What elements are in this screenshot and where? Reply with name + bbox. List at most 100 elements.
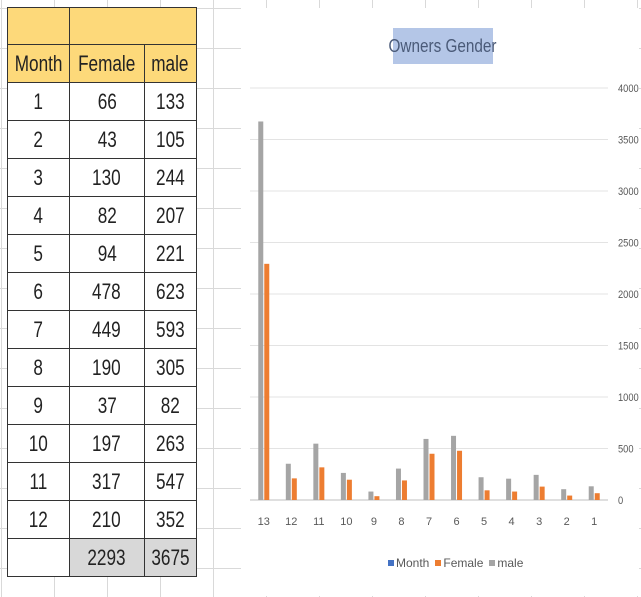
bar-female xyxy=(319,467,325,500)
chart-title[interactable]: Owners Gender xyxy=(389,28,497,64)
bar-female xyxy=(594,493,600,500)
x-tick-label: 3 xyxy=(536,516,542,528)
table-cell[interactable]: 197 xyxy=(69,424,145,463)
header-row: Month Female male xyxy=(6,44,197,83)
table-cell[interactable]: 2 xyxy=(6,120,71,159)
table-row: 9 37 82 xyxy=(6,386,197,425)
table-cell[interactable]: 244 xyxy=(143,158,197,197)
bar-male xyxy=(258,121,264,500)
y-tick-label: 3000 xyxy=(618,186,639,198)
y-tick-label: 2000 xyxy=(618,289,639,301)
table-cell[interactable]: 593 xyxy=(143,310,197,349)
table-cell[interactable]: 43 xyxy=(69,120,145,159)
table-row: 4 82 207 xyxy=(6,196,197,235)
bar-male xyxy=(506,478,512,500)
table-cell[interactable]: 221 xyxy=(143,234,197,273)
table-cell[interactable]: 130 xyxy=(69,158,145,197)
bar-female xyxy=(567,495,573,500)
chart-area[interactable] xyxy=(241,8,639,596)
column-header-month[interactable]: Month xyxy=(6,44,71,83)
legend-label: Month xyxy=(396,556,430,570)
y-tick-label: 3500 xyxy=(618,135,639,147)
x-tick-label: 12 xyxy=(285,516,297,528)
table-cell[interactable]: 7 xyxy=(6,310,71,349)
table-cell[interactable]: 317 xyxy=(69,462,145,501)
bar-female xyxy=(264,263,270,500)
column-header-male[interactable]: male xyxy=(143,44,197,83)
total-cell[interactable]: 2293 xyxy=(69,538,145,577)
x-tick-label: 11 xyxy=(313,516,324,528)
x-tick-label: 1 xyxy=(591,516,597,528)
table-row: 10 197 263 xyxy=(6,424,197,463)
table-cell[interactable]: 3 xyxy=(6,158,71,197)
table-cell[interactable]: 37 xyxy=(69,386,145,425)
bar-female xyxy=(429,453,435,500)
table-cell[interactable]: 1 xyxy=(6,82,71,121)
bar-male xyxy=(313,443,319,500)
bar-male xyxy=(285,463,291,500)
y-tick-label: 1000 xyxy=(618,392,639,404)
bar-female xyxy=(457,450,463,500)
table-cell[interactable]: 82 xyxy=(143,386,197,425)
legend-swatch xyxy=(435,560,442,566)
legend-label: male xyxy=(497,556,524,570)
bar-female xyxy=(539,486,545,500)
table-cell[interactable]: 8 xyxy=(6,348,71,387)
table-row: 11 317 547 xyxy=(6,462,197,501)
table-row: 6 478 623 xyxy=(6,272,197,311)
table-cell[interactable]: 6 xyxy=(6,272,71,311)
legend-item-male[interactable]: male xyxy=(489,556,523,570)
table-cell[interactable]: 207 xyxy=(143,196,197,235)
bar-female xyxy=(512,491,518,500)
totals-row: 2293 3675 xyxy=(6,538,197,577)
bar-female xyxy=(401,480,407,500)
y-tick-label: 1500 xyxy=(618,341,639,353)
y-tick-label: 4000 xyxy=(618,83,639,95)
y-tick-label: 2500 xyxy=(618,238,639,250)
table-cell[interactable]: 4 xyxy=(6,196,71,235)
x-tick-label: 4 xyxy=(509,516,515,528)
x-tick-label: 13 xyxy=(258,516,270,528)
table-cell[interactable] xyxy=(6,538,71,577)
table-cell[interactable]: 94 xyxy=(69,234,145,273)
column-header-female[interactable]: Female xyxy=(69,44,145,83)
y-tick-label: 500 xyxy=(618,444,634,456)
bar-female xyxy=(291,478,297,500)
bar-male xyxy=(561,489,567,500)
table-cell[interactable] xyxy=(6,7,71,45)
legend-item-female[interactable]: Female xyxy=(435,556,483,570)
table-cell[interactable]: 133 xyxy=(143,82,197,121)
x-tick-label: 7 xyxy=(426,516,432,528)
legend-swatch xyxy=(388,560,394,566)
bar-female xyxy=(346,479,352,500)
x-tick-label: 10 xyxy=(340,516,352,528)
y-tick-label: 0 xyxy=(618,495,623,507)
table-cell[interactable]: 547 xyxy=(143,462,197,501)
bar-male xyxy=(588,486,594,500)
table-row: 3 130 244 xyxy=(6,158,197,197)
table-cell[interactable]: 449 xyxy=(69,310,145,349)
table-row: 5 94 221 xyxy=(6,234,197,273)
table-cell[interactable]: 11 xyxy=(6,462,71,501)
table-cell[interactable]: 105 xyxy=(143,120,197,159)
legend-item-month[interactable]: Month xyxy=(388,556,429,570)
bar-male xyxy=(368,491,374,500)
table-cell[interactable]: 352 xyxy=(143,500,197,539)
x-tick-label: 8 xyxy=(398,516,404,528)
table-cell[interactable]: 305 xyxy=(143,348,197,387)
bar-male xyxy=(451,435,457,500)
table-cell[interactable]: 82 xyxy=(69,196,145,235)
x-tick-label: 6 xyxy=(453,516,459,528)
table-cell[interactable] xyxy=(69,7,197,45)
bar-male xyxy=(533,474,539,500)
table-cell[interactable]: 623 xyxy=(143,272,197,311)
chart-legend[interactable]: Month Female male xyxy=(388,556,523,570)
table-cell[interactable]: 210 xyxy=(69,500,145,539)
x-tick-label: 9 xyxy=(371,516,377,528)
table-cell[interactable]: 478 xyxy=(69,272,145,311)
total-cell[interactable]: 3675 xyxy=(143,538,197,577)
table-cell[interactable]: 12 xyxy=(6,500,71,539)
table-row: 2 43 105 xyxy=(6,120,197,159)
blank-header-row xyxy=(6,7,197,45)
